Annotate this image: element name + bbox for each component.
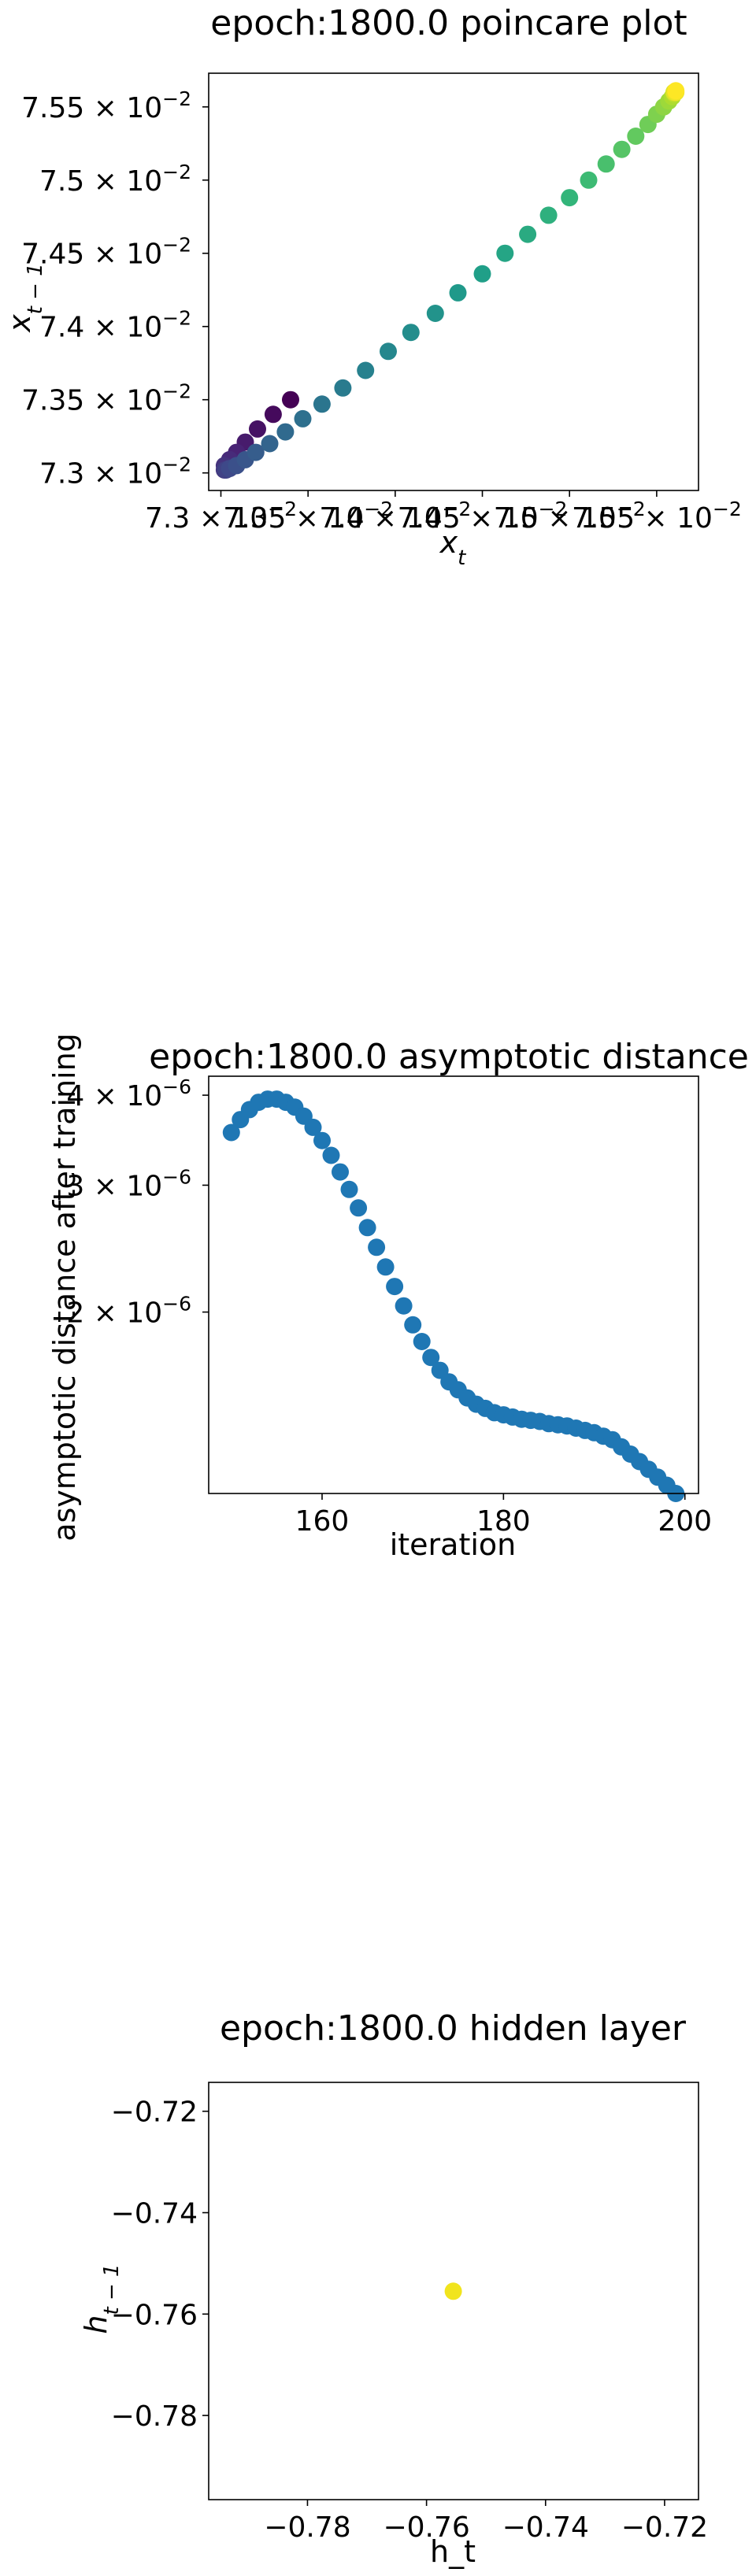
hidden-layer-points xyxy=(444,2282,462,2300)
y-tick-label: −0.78 xyxy=(111,2400,198,2433)
data-point xyxy=(402,324,420,342)
poincare-title: epoch:1800.0 poincare plot xyxy=(210,3,687,43)
asymptotic-x-label: iteration xyxy=(390,1527,517,1562)
x-tick-label: 7.5 × 10−2 xyxy=(494,498,646,535)
data-point xyxy=(332,1163,349,1181)
data-point xyxy=(334,379,352,397)
data-point xyxy=(449,283,467,302)
hidden-layer-chart: epoch:1800.0 hidden layer −0.78 −0.76 −0.7… xyxy=(79,2008,708,2569)
data-point xyxy=(539,206,558,224)
x-tick-label: 200 xyxy=(658,1505,712,1538)
poincare-points xyxy=(215,82,685,479)
x-tick-label: −0.72 xyxy=(621,2511,708,2544)
data-point xyxy=(358,1219,376,1237)
asymptotic-distance-chart: epoch:1800.0 asymptotic distance 160 180 2… xyxy=(47,1033,749,1562)
y-tick-label: 7.35 × 10−2 xyxy=(21,380,191,417)
data-point xyxy=(357,361,375,379)
data-point xyxy=(422,1349,440,1367)
data-point xyxy=(350,1199,368,1217)
y-tick-label: −0.76 xyxy=(111,2299,198,2331)
data-point xyxy=(613,140,631,158)
data-point xyxy=(413,1333,431,1350)
hidden-layer-y-label: ht − 1 xyxy=(79,2263,124,2334)
data-point xyxy=(249,420,266,438)
x-tick-label: 7.45 × 10−2 xyxy=(398,498,568,535)
data-point xyxy=(276,423,295,441)
y-tick-label: 2 × 10−6 xyxy=(66,1293,191,1330)
y-tick-label: 7.55 × 10−2 xyxy=(21,87,191,124)
poincare-chart: epoch:1800.0 poincare plot 7.3 × 10−27.3… xyxy=(2,3,742,570)
asymptotic-y-label: asymptotic distance after training xyxy=(47,1033,82,1542)
data-point xyxy=(519,225,537,243)
hidden-layer-y-ticks: −0.72 −0.74 −0.76 −0.78 xyxy=(111,2097,209,2433)
data-point xyxy=(597,155,615,173)
x-tick-label: −0.74 xyxy=(502,2511,589,2544)
data-point xyxy=(261,435,279,453)
y-tick-label: 4 × 10−6 xyxy=(66,1075,191,1112)
data-point xyxy=(294,409,312,427)
data-point xyxy=(473,265,491,283)
data-point xyxy=(667,82,685,100)
hidden-layer-x-ticks: −0.78 −0.76 −0.74 −0.72 xyxy=(264,2500,708,2544)
data-point xyxy=(340,1180,358,1198)
data-point xyxy=(496,244,514,262)
y-tick-label: 7.4 × 10−2 xyxy=(39,307,191,344)
x-tick-label: −0.78 xyxy=(264,2511,350,2544)
data-point xyxy=(426,305,444,322)
data-point xyxy=(380,342,397,361)
x-tick-label: 7.35 × 10−2 xyxy=(223,498,393,535)
y-tick-label: 7.5 × 10−2 xyxy=(39,161,191,198)
data-point xyxy=(304,1118,322,1136)
asymptotic-points xyxy=(222,1090,685,1502)
data-point xyxy=(368,1238,386,1257)
asymptotic-x-ticks: 160 180 200 xyxy=(295,1493,712,1538)
data-point xyxy=(627,128,645,145)
data-point xyxy=(313,395,331,413)
data-point xyxy=(376,1258,395,1276)
data-point xyxy=(282,390,299,409)
data-point xyxy=(386,1278,404,1296)
x-tick-label: 7.4 × 10−2 xyxy=(319,498,471,535)
data-point xyxy=(404,1316,422,1334)
data-point xyxy=(322,1146,340,1164)
hidden-layer-plot-frame xyxy=(208,2082,699,2500)
y-tick-label: 7.45 × 10−2 xyxy=(21,234,191,271)
asymptotic-y-ticks: 4 × 10−6 3 × 10−6 2 × 10−6 xyxy=(66,1075,209,1330)
data-point xyxy=(264,405,282,424)
data-point xyxy=(246,443,265,461)
asymptotic-title: epoch:1800.0 asymptotic distance xyxy=(149,1037,749,1077)
asymptotic-plot-frame xyxy=(208,1075,699,1494)
y-tick-label: 3 × 10−6 xyxy=(66,1165,191,1202)
y-tick-label: −0.74 xyxy=(111,2198,198,2230)
hidden-layer-title: epoch:1800.0 hidden layer xyxy=(220,2008,687,2049)
y-tick-label: −0.72 xyxy=(111,2097,198,2129)
poincare-plot-frame xyxy=(208,72,699,491)
data-point xyxy=(313,1131,331,1149)
poincare-x-ticks: 7.3 × 10−27.35 × 10−27.4 × 10−27.45 × 10… xyxy=(145,490,742,535)
data-point xyxy=(395,1297,413,1315)
hidden-layer-x-label: h_t xyxy=(430,2534,476,2569)
data-point xyxy=(222,1123,240,1142)
poincare-y-label: xt − 1 xyxy=(2,263,47,333)
data-point xyxy=(444,2282,462,2300)
x-tick-label: 160 xyxy=(295,1505,350,1538)
data-point xyxy=(561,189,579,207)
y-tick-label: 7.3 × 10−2 xyxy=(39,453,191,490)
x-tick-label: 180 xyxy=(476,1505,531,1538)
data-point xyxy=(580,171,598,189)
x-tick-label: −0.76 xyxy=(383,2511,469,2544)
x-tick-label: 7.55 × 10−2 xyxy=(572,498,742,535)
x-tick-label: 7.3 × 10−2 xyxy=(145,498,297,535)
poincare-y-ticks: 7.3 × 10−2 7.35 × 10−2 7.4 × 10−2 7.45 × 10… xyxy=(21,87,209,490)
